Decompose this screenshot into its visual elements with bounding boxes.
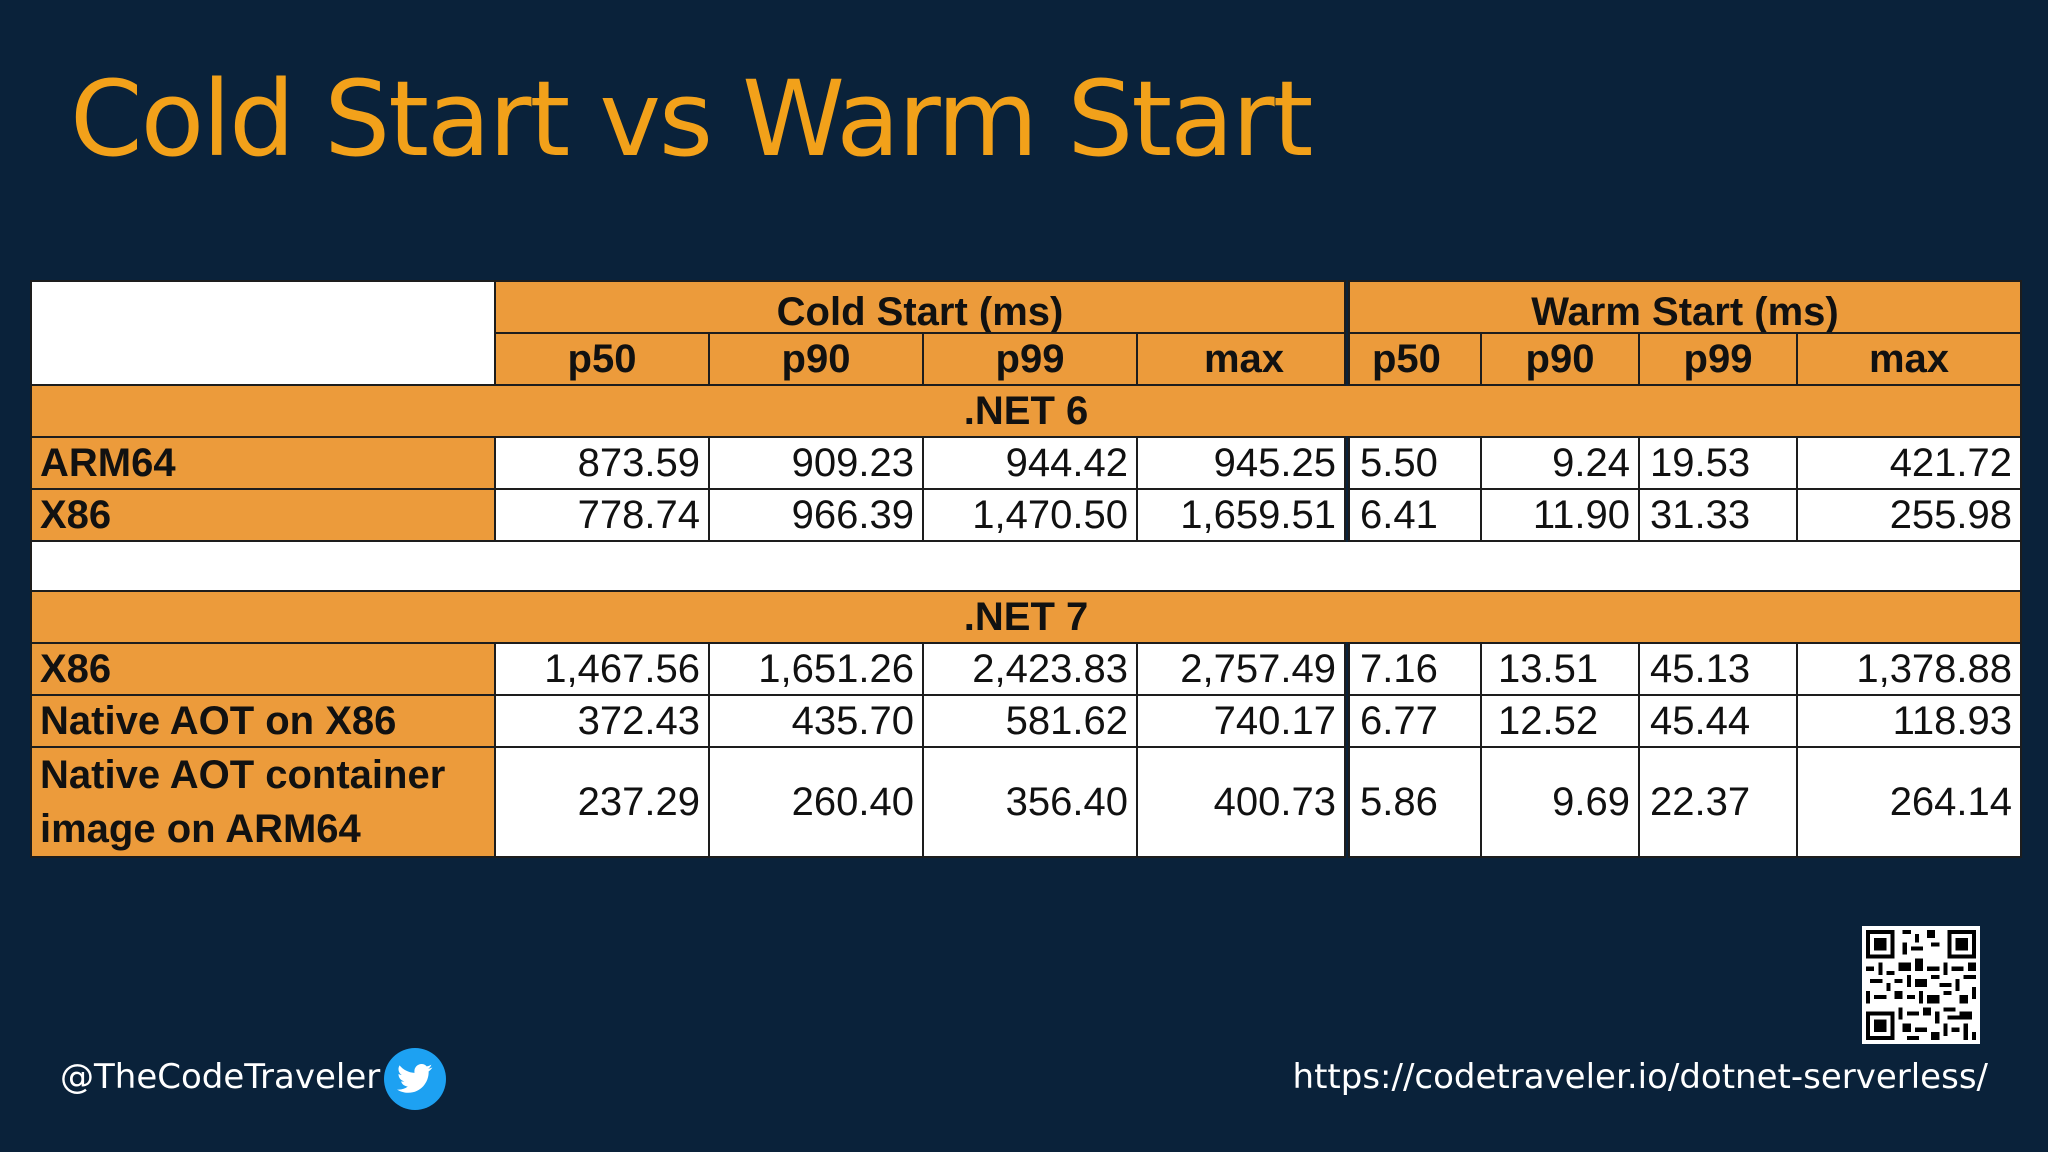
table-cell: 435.70 xyxy=(708,694,924,748)
table-row: Native AOT on X86 372.43 435.70 581.62 7… xyxy=(30,694,2023,748)
table-cell: 1,378.88 xyxy=(1795,642,2023,696)
table-cell: 118.93 xyxy=(1795,694,2023,748)
table-cell: 6.41 xyxy=(1344,488,1482,542)
row-label: Native AOT container image on ARM64 xyxy=(30,746,496,858)
table-cell: 7.16 xyxy=(1344,642,1482,696)
section-header-net7: .NET 7 xyxy=(29,590,2023,644)
column-header: p99 xyxy=(1638,332,1798,386)
table-cell: 945.25 xyxy=(1136,436,1348,490)
column-header: p90 xyxy=(1480,332,1640,386)
table-cell: 909.23 xyxy=(708,436,924,490)
table-cell: 255.98 xyxy=(1795,488,2023,542)
table-cell: 2,757.49 xyxy=(1136,642,1348,696)
column-header: max xyxy=(1136,332,1348,386)
table-corner-cell xyxy=(30,280,496,386)
table-cell: 45.13 xyxy=(1638,642,1798,696)
column-header: p90 xyxy=(708,332,924,386)
table-cell: 740.17 xyxy=(1136,694,1348,748)
table-cell: 372.43 xyxy=(494,694,710,748)
table-cell: 13.51 xyxy=(1480,642,1640,696)
table-cell: 12.52 xyxy=(1480,694,1640,748)
twitter-bird-icon[interactable] xyxy=(384,1048,446,1110)
table-cell: 1,651.26 xyxy=(708,642,924,696)
table-row: Native AOT container image on ARM64 237.… xyxy=(30,746,2023,858)
benchmark-table: Cold Start (ms) Warm Start (ms) p50 p90 … xyxy=(29,280,2023,858)
row-label: ARM64 xyxy=(30,436,496,490)
table-cell: 778.74 xyxy=(494,488,710,542)
table-row: X86 1,467.56 1,651.26 2,423.83 2,757.49 … xyxy=(30,642,2023,696)
table-cell: 9.24 xyxy=(1480,436,1640,490)
row-label: X86 xyxy=(30,488,496,542)
table-cell: 19.53 xyxy=(1638,436,1798,490)
table-cell: 9.69 xyxy=(1480,746,1640,858)
qr-code-icon[interactable] xyxy=(1862,926,1980,1044)
column-header: p99 xyxy=(922,332,1138,386)
table-cell: 944.42 xyxy=(922,436,1138,490)
table-cell: 260.40 xyxy=(708,746,924,858)
column-header: max xyxy=(1795,332,2023,386)
benchmark-table-container: Cold Start (ms) Warm Start (ms) p50 p90 … xyxy=(29,280,2023,858)
footer-url[interactable]: https://codetraveler.io/dotnet-serverles… xyxy=(1292,1057,1988,1097)
warm-start-group-header: Warm Start (ms) xyxy=(1343,280,2023,334)
table-cell: 400.73 xyxy=(1136,746,1348,858)
table-cell: 6.77 xyxy=(1344,694,1482,748)
table-cell: 1,659.51 xyxy=(1136,488,1348,542)
table-cell: 5.86 xyxy=(1344,746,1482,858)
cold-start-group-header: Cold Start (ms) xyxy=(494,280,1348,334)
table-cell: 2,423.83 xyxy=(922,642,1138,696)
table-cell: 1,470.50 xyxy=(922,488,1138,542)
table-cell: 264.14 xyxy=(1795,746,2023,858)
table-cell: 1,467.56 xyxy=(494,642,710,696)
table-cell: 356.40 xyxy=(922,746,1138,858)
table-cell: 11.90 xyxy=(1480,488,1640,542)
table-cell: 421.72 xyxy=(1795,436,2023,490)
table-cell: 5.50 xyxy=(1344,436,1482,490)
table-cell: 237.29 xyxy=(494,746,710,858)
table-cell: 873.59 xyxy=(494,436,710,490)
twitter-handle: @TheCodeTraveler xyxy=(60,1057,381,1097)
row-label: X86 xyxy=(30,642,496,696)
table-cell: 45.44 xyxy=(1638,694,1798,748)
table-row: ARM64 873.59 909.23 944.42 945.25 5.50 9… xyxy=(30,436,2023,490)
table-cell: 581.62 xyxy=(922,694,1138,748)
row-label: Native AOT on X86 xyxy=(30,694,496,748)
spacer-row xyxy=(29,540,2023,592)
section-header-net6: .NET 6 xyxy=(29,384,2023,438)
slide-title: Cold Start vs Warm Start xyxy=(70,58,1313,180)
table-cell: 22.37 xyxy=(1638,746,1798,858)
table-cell: 966.39 xyxy=(708,488,924,542)
table-row: X86 778.74 966.39 1,470.50 1,659.51 6.41… xyxy=(30,488,2023,542)
column-header: p50 xyxy=(494,332,710,386)
table-cell: 31.33 xyxy=(1638,488,1798,542)
column-header: p50 xyxy=(1344,332,1482,386)
